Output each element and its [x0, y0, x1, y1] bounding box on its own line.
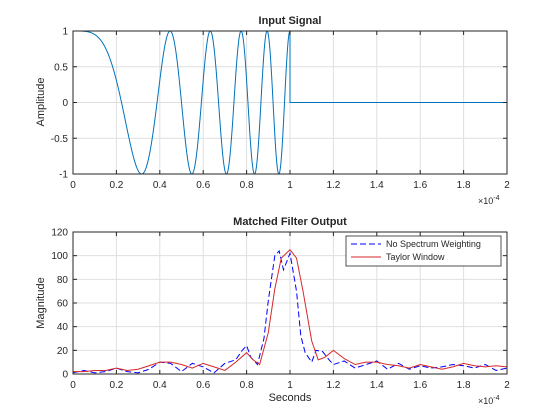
y-tick-label: 0 [62, 98, 68, 109]
x-exponent-label: ×10-4 [478, 395, 500, 406]
x-tick-label: 1.4 [370, 180, 384, 191]
x-tick-labels: 0 0.2 0.4 0.6 0.8 1 1.2 1.4 1.6 1.8 2 [70, 380, 510, 391]
x-tick-label: 1.6 [413, 380, 427, 391]
x-tick-label: 1.2 [326, 180, 340, 191]
x-exponent-label: ×10-4 [478, 195, 500, 206]
x-tick-label: 1.6 [413, 180, 427, 191]
x-tick-label: 0 [70, 180, 76, 191]
x-tick-label: 2 [504, 380, 510, 391]
y-tick-labels: 120 100 80 60 40 20 0 [51, 228, 68, 381]
taylor-window-line [73, 249, 508, 373]
plot-area [72, 249, 508, 374]
y-tick-label: 0.5 [54, 62, 68, 73]
x-tick-label: 0.2 [109, 180, 123, 191]
y-tick-label: 120 [51, 228, 68, 239]
legend-label-taylor: Taylor Window [386, 252, 445, 262]
x-tick-labels: 0 0.2 0.4 0.6 0.8 1 1.2 1.4 1.6 1.8 2 [70, 180, 510, 191]
tick-marks [72, 231, 508, 375]
plot-area [73, 29, 507, 175]
legend: No Spectrum Weighting Taylor Window [345, 235, 502, 267]
chart-title: Input Signal [259, 15, 322, 27]
y-tick-labels: 1 0.5 0 -0.5 -1 [51, 27, 69, 181]
y-tick-label: 1 [62, 27, 68, 38]
y-tick-label: 40 [57, 322, 69, 333]
x-tick-label: 1.2 [326, 380, 340, 391]
x-tick-label: 0.8 [240, 180, 254, 191]
y-tick-label: 20 [57, 346, 69, 357]
y-tick-label: -0.5 [51, 134, 69, 145]
x-tick-label: 2 [504, 180, 510, 191]
x-tick-label: 1 [287, 180, 293, 191]
legend-box [345, 235, 502, 267]
x-tick-label: 0.6 [196, 380, 210, 391]
tick-marks [72, 30, 508, 175]
y-tick-label: 60 [57, 299, 69, 310]
x-tick-label: 1.8 [457, 380, 471, 391]
matched-filter-panel: Matched Filter Output 0 0.2 0.4 0.6 0.8 1 1.2 1… [35, 216, 510, 406]
x-tick-label: 1.4 [370, 380, 384, 391]
x-tick-label: 0.8 [240, 380, 254, 391]
y-axis-label: Amplitude [35, 78, 47, 127]
x-tick-label: 0.6 [196, 180, 210, 191]
x-tick-label: 0.2 [109, 380, 123, 391]
x-tick-label: 0.4 [153, 380, 167, 391]
x-axis-label: Seconds [269, 392, 312, 404]
chart-title: Matched Filter Output [233, 216, 347, 228]
legend-label-no-weighting: No Spectrum Weighting [386, 239, 481, 249]
y-axis-label: Magnitude [35, 277, 47, 328]
x-tick-label: 0.4 [153, 180, 167, 191]
x-tick-label: 0 [70, 380, 76, 391]
y-tick-label: 80 [57, 275, 69, 286]
x-tick-label: 1.8 [457, 180, 471, 191]
x-tick-label: 1 [287, 380, 293, 391]
y-tick-label: -1 [59, 170, 68, 181]
y-tick-label: 100 [51, 251, 68, 262]
y-tick-label: 0 [62, 370, 68, 381]
input-signal-panel: Input Signal 0 0.2 0.4 0.6 0.8 1 1.2 1.4 1.6 1.8 2… [35, 15, 510, 206]
signal-line [73, 29, 507, 175]
